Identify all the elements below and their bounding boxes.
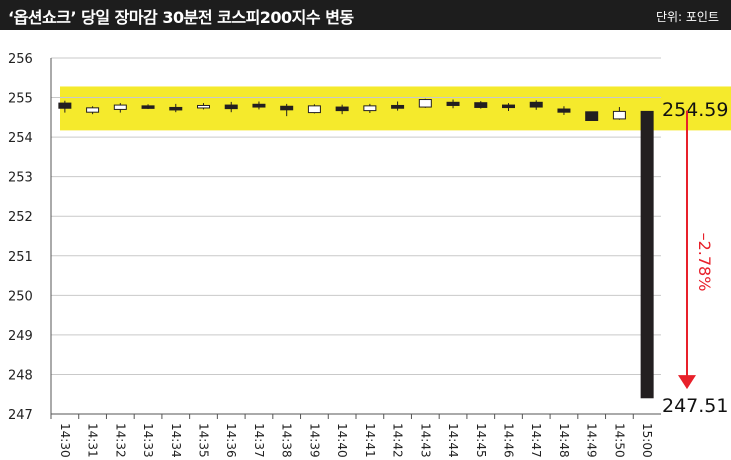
drop-arrow-head (678, 375, 696, 390)
x-tick-label: 14:37 (252, 423, 266, 458)
x-tick-label: 14:50 (612, 423, 626, 458)
change-percent-label: –2.78% (695, 233, 714, 292)
x-tick-label: 15:00 (640, 423, 654, 458)
x-tick-label: 14:38 (280, 423, 294, 458)
candle (280, 105, 294, 111)
candle (557, 108, 571, 113)
x-tick-label: 14:42 (391, 423, 405, 458)
candle (307, 105, 321, 114)
candle (474, 102, 488, 108)
candle (363, 105, 377, 112)
candle (141, 105, 155, 109)
y-tick-label: 249 (8, 329, 33, 344)
x-tick-label: 14:43 (418, 423, 432, 458)
y-tick-label: 255 (8, 92, 33, 107)
x-tick-label: 14:39 (307, 423, 321, 458)
x-tick-label: 14:44 (446, 423, 460, 458)
candle (169, 106, 183, 111)
candle (612, 110, 626, 120)
candle (113, 104, 127, 110)
x-tick-label: 14:46 (502, 423, 516, 458)
chart-title: ‘옵션쇼크’ 당일 장마감 30분전 코스피200지수 변동 (8, 8, 354, 27)
x-tick-label: 14:31 (86, 423, 100, 458)
candle (418, 99, 432, 108)
candle (252, 103, 266, 108)
x-tick-label: 14:34 (169, 423, 183, 458)
x-tick-label: 14:45 (474, 423, 488, 458)
y-tick-label: 254 (8, 131, 33, 146)
candle (446, 101, 460, 106)
chart-header: ‘옵션쇼크’ 당일 장마감 30분전 코스피200지수 변동 단위: 포인트 (0, 0, 731, 30)
y-tick-label: 247 (8, 408, 33, 423)
candle (391, 104, 405, 109)
x-tick-label: 14:33 (141, 423, 155, 458)
candle (58, 102, 72, 109)
y-tick-label: 248 (8, 368, 33, 383)
y-tick-label: 251 (8, 250, 33, 265)
x-tick-label: 14:41 (363, 423, 377, 458)
y-tick-label: 256 (8, 52, 33, 67)
candle (585, 111, 599, 121)
x-tick-label: 14:36 (224, 423, 238, 458)
x-tick-label: 14:49 (585, 423, 599, 458)
unit-label: 단위: 포인트 (655, 10, 719, 24)
candle (529, 101, 543, 108)
x-tick-label: 14:40 (335, 423, 349, 458)
y-tick-label: 252 (8, 210, 33, 225)
candle (335, 106, 349, 112)
x-tick-label: 14:30 (58, 423, 72, 458)
candle (224, 104, 238, 110)
candle (86, 107, 100, 113)
end-value-label: 247.51 (662, 395, 728, 417)
x-tick-label: 14:48 (557, 423, 571, 458)
y-tick-label: 250 (8, 289, 33, 304)
x-tick-label: 14:32 (113, 423, 127, 458)
candle (640, 110, 654, 399)
start-value-label: 254.59 (662, 99, 728, 121)
candle (502, 104, 515, 109)
x-tick-label: 14:47 (529, 423, 543, 458)
y-tick-label: 253 (8, 171, 33, 186)
candle (197, 104, 210, 109)
x-tick-label: 14:35 (197, 423, 211, 458)
